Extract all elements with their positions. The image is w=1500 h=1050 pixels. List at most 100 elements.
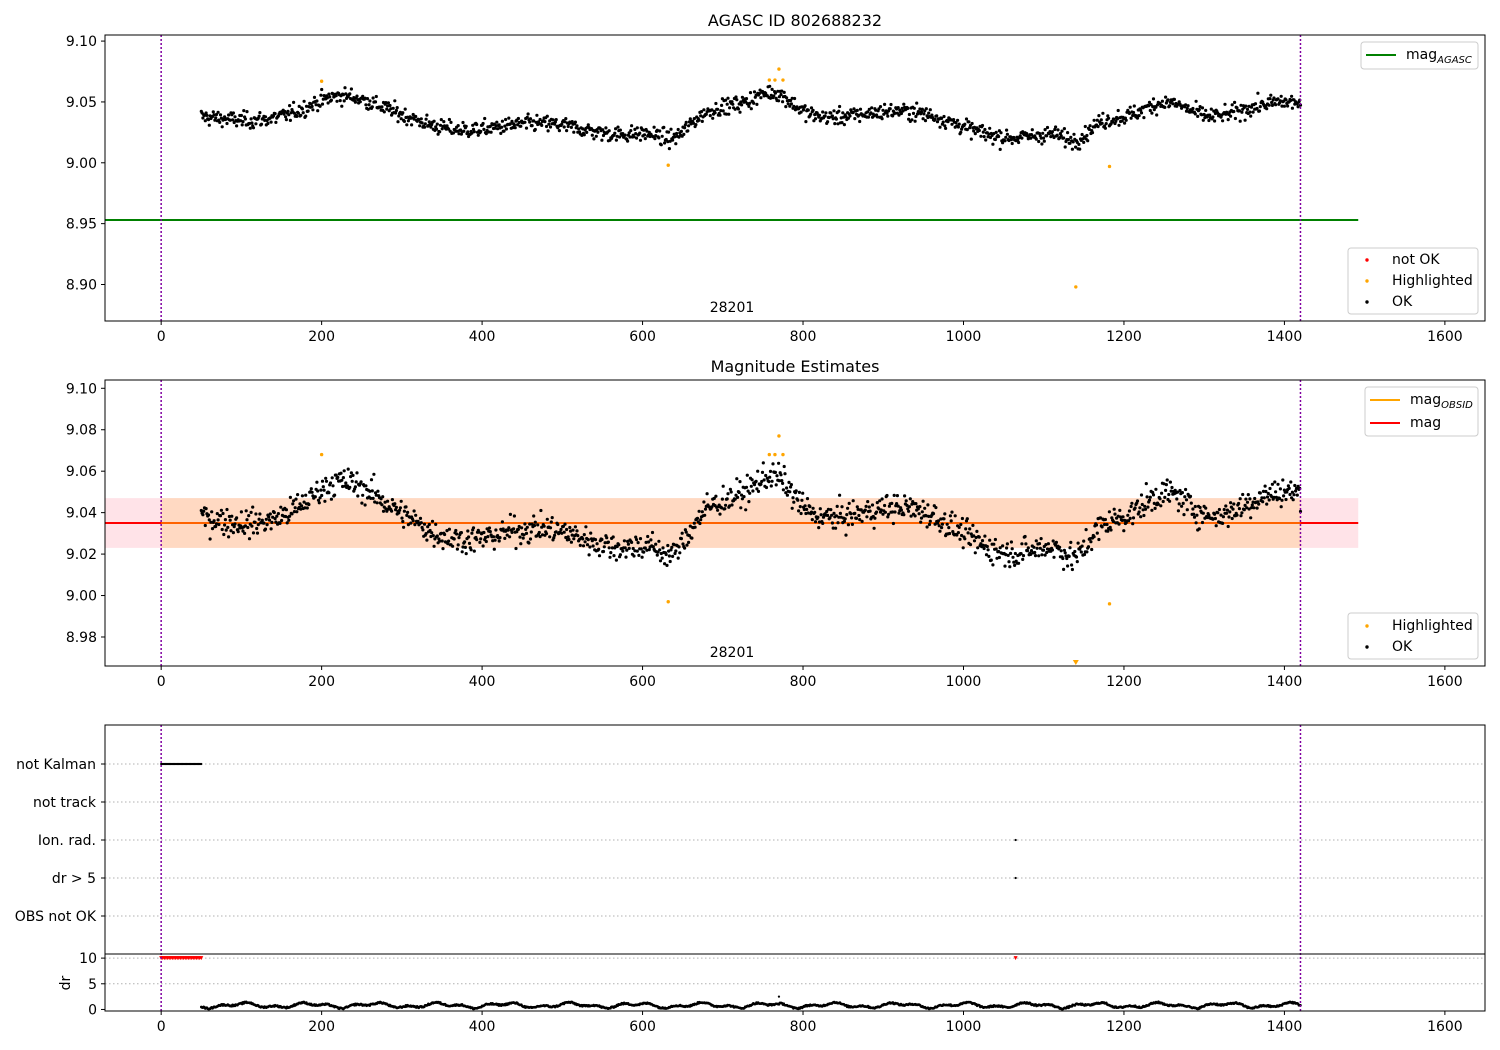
- data-point-ok: [363, 96, 367, 100]
- data-point-ok: [768, 84, 772, 88]
- data-point-ok: [349, 87, 353, 91]
- data-point-ok: [910, 118, 914, 122]
- data-point-ok: [877, 507, 881, 511]
- data-point-ok: [843, 517, 847, 521]
- data-point-ok: [1107, 116, 1111, 120]
- data-point-ok: [548, 125, 553, 129]
- data-point-ok: [612, 554, 616, 558]
- data-point-ok: [725, 102, 729, 106]
- data-point-ok: [534, 120, 538, 124]
- data-point-ok: [355, 471, 359, 475]
- data-point-ok: [551, 118, 555, 122]
- data-point-ok: [470, 531, 474, 535]
- data-point-ok: [542, 524, 546, 528]
- data-point-ok: [245, 518, 249, 522]
- data-point-ok: [785, 486, 789, 490]
- data-point-ok: [581, 544, 586, 548]
- data-point-ok: [1043, 128, 1047, 132]
- x-tick-label: 1200: [1106, 674, 1142, 690]
- data-point-ok: [853, 511, 857, 515]
- data-point-ok: [662, 125, 666, 129]
- data-point-ok: [329, 98, 333, 102]
- data-point-ok: [1204, 506, 1208, 510]
- data-point-ok: [241, 529, 245, 533]
- data-point-ok: [462, 129, 466, 133]
- data-point-ok: [789, 485, 793, 489]
- data-point-ok: [799, 110, 803, 114]
- data-point-ok: [635, 549, 639, 553]
- data-point-ok: [224, 528, 228, 532]
- data-point-ok: [232, 525, 236, 529]
- data-point-ok: [691, 121, 696, 125]
- data-point-ok: [366, 107, 370, 111]
- data-point-ok: [572, 537, 576, 541]
- data-point-ok: [804, 511, 808, 516]
- data-point-ok: [1293, 483, 1297, 488]
- data-point-ok: [596, 130, 600, 134]
- data-point-ok: [777, 99, 781, 103]
- data-point-ok: [853, 117, 857, 121]
- data-point-ok: [1020, 136, 1024, 140]
- data-point-ok: [1012, 135, 1016, 140]
- data-point-ok: [724, 98, 728, 102]
- data-point-ok: [679, 129, 684, 133]
- panel-2-title: Magnitude Estimates: [711, 357, 880, 376]
- data-point-ok: [1094, 523, 1099, 527]
- data-point-ok: [586, 538, 590, 542]
- data-point-ok: [1282, 494, 1286, 498]
- data-point-ok: [300, 494, 304, 498]
- data-point-ok: [953, 514, 957, 518]
- data-point-ok: [676, 127, 680, 132]
- data-point-ok: [1270, 482, 1274, 486]
- data-point-ok: [987, 132, 991, 136]
- data-point-ok: [640, 555, 644, 559]
- data-point-ok: [359, 480, 363, 484]
- data-point-ok: [836, 521, 840, 525]
- data-point-ok: [319, 93, 323, 97]
- data-point-ok: [517, 120, 521, 125]
- data-point-ok: [318, 104, 322, 108]
- data-point-ok: [719, 109, 723, 113]
- data-point-ok: [594, 134, 598, 138]
- data-point-ok: [233, 522, 237, 526]
- data-point-ok: [950, 510, 954, 514]
- flag-row-label: not Kalman: [16, 757, 96, 773]
- data-point-ok: [1181, 501, 1185, 505]
- data-point-ok: [1063, 551, 1067, 555]
- data-point-ok: [984, 138, 988, 142]
- data-point-ok: [210, 510, 214, 514]
- data-point-ok: [1049, 135, 1053, 139]
- data-point-ok: [1272, 495, 1276, 499]
- data-point-ok: [266, 121, 270, 126]
- data-point-ok: [1068, 141, 1072, 145]
- data-point-ok: [776, 89, 780, 93]
- data-point-ok: [646, 540, 651, 544]
- data-point-ok: [259, 122, 264, 126]
- data-point-ok: [451, 544, 455, 548]
- data-point-ok: [1045, 550, 1049, 555]
- data-point-ok: [390, 498, 394, 502]
- data-point-ok: [997, 555, 1002, 560]
- data-point-ok: [539, 508, 543, 513]
- data-point-ok: [1244, 497, 1248, 501]
- data-point-ok: [1233, 116, 1237, 121]
- data-point-ok: [564, 535, 568, 540]
- data-point-ok: [977, 128, 981, 133]
- data-point-ok: [943, 512, 947, 516]
- data-point-ok: [239, 119, 243, 123]
- x-tick-label: 1400: [1267, 674, 1303, 690]
- data-point-ok: [918, 505, 922, 509]
- data-point-ok: [976, 546, 980, 550]
- data-point-ok: [1219, 513, 1223, 517]
- data-point-ok: [1123, 121, 1127, 125]
- data-point-ok: [250, 121, 254, 125]
- data-point-ok: [1090, 547, 1094, 552]
- data-point-ok: [1152, 501, 1156, 505]
- data-point-ok: [877, 107, 881, 111]
- data-point-ok: [893, 510, 897, 514]
- data-point-ok: [299, 113, 303, 117]
- data-point-ok: [806, 511, 810, 515]
- data-point-ok: [361, 94, 365, 98]
- data-point-ok: [813, 510, 817, 514]
- data-point-ok: [1176, 490, 1180, 494]
